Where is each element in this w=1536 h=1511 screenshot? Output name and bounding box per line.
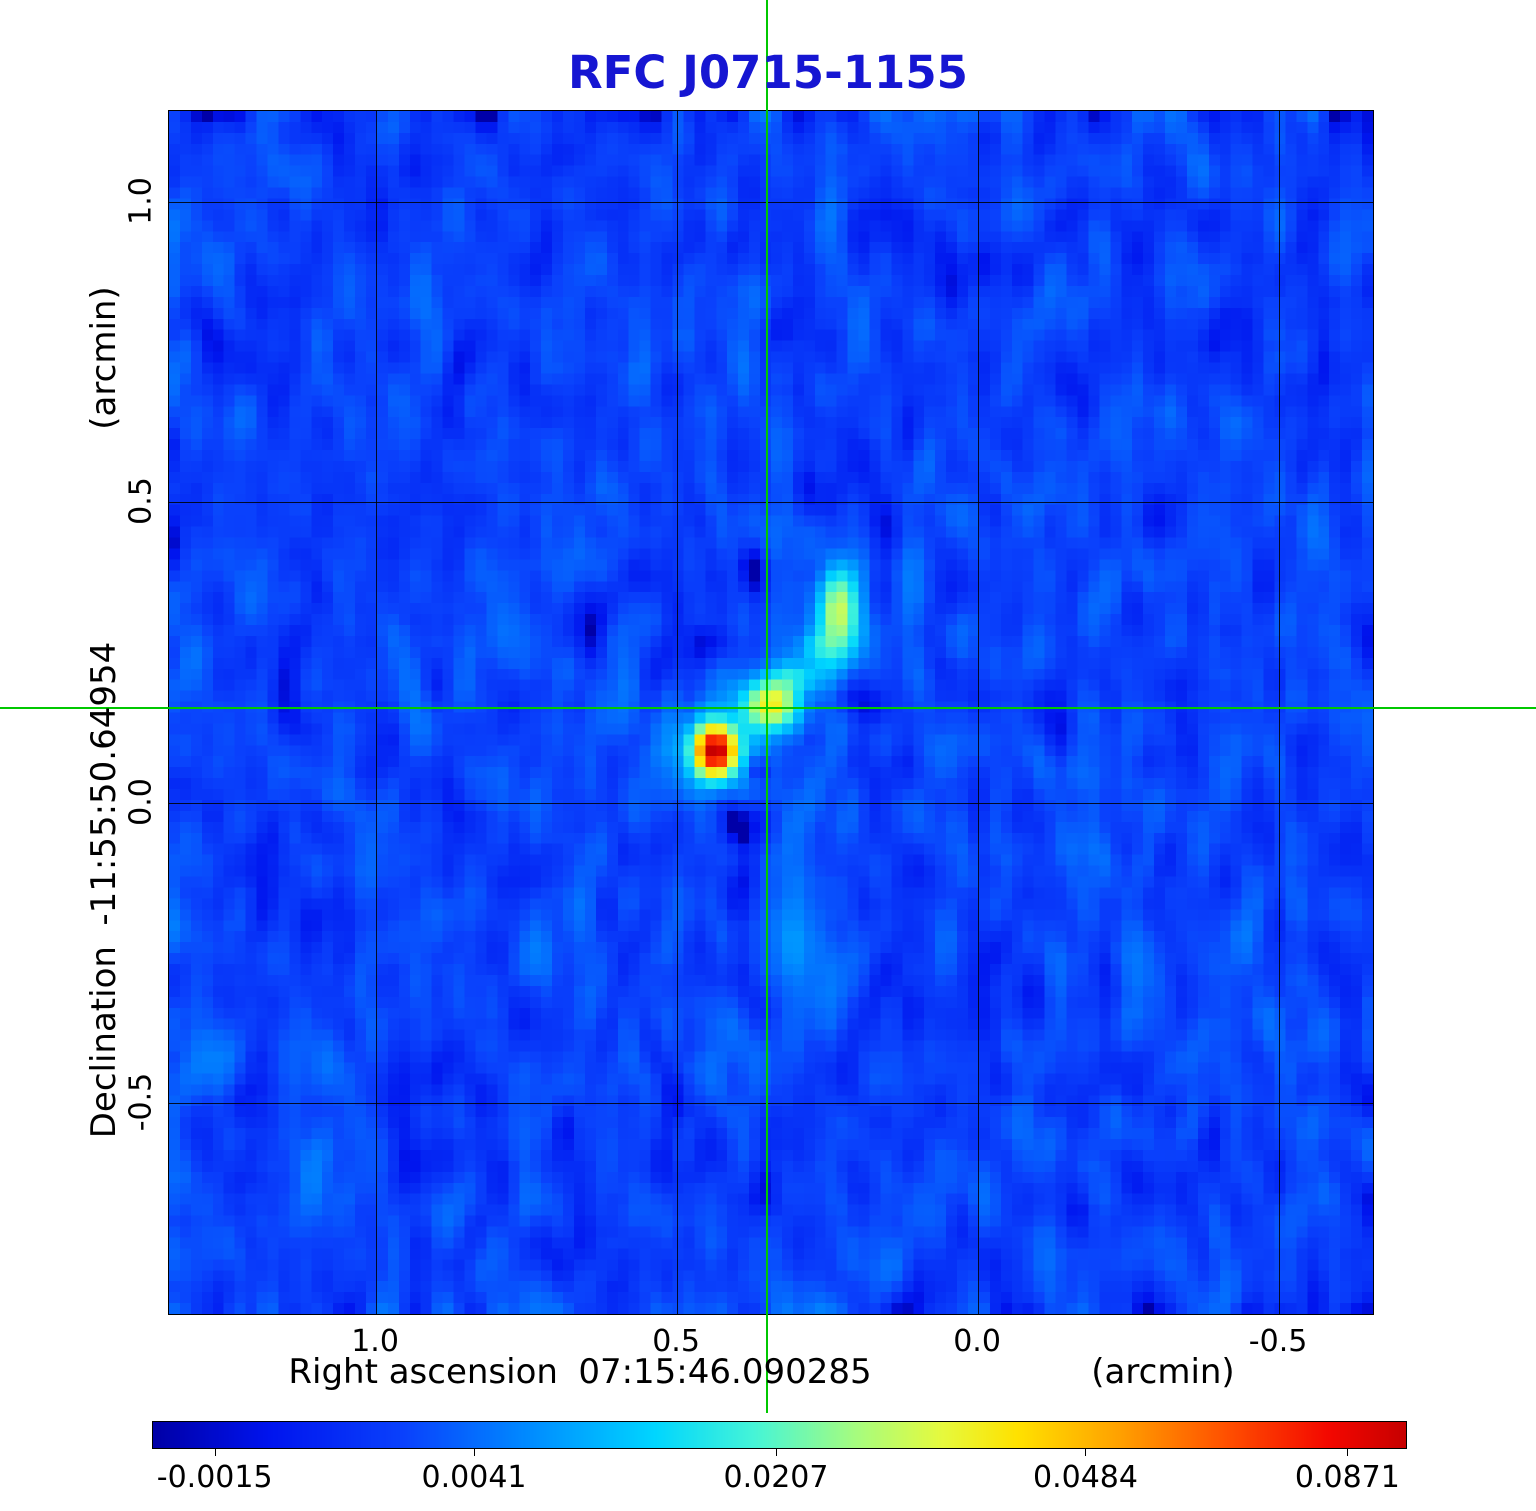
colorbar-tick (214, 1449, 216, 1456)
y-axis-unit-label: (arcmin) (84, 286, 124, 430)
y-axis-name: Declination (84, 946, 124, 1139)
colorbar-label: 0.0041 (421, 1460, 527, 1495)
intensity-map-canvas (169, 111, 1373, 1314)
x-axis-title: Right ascension 07:15:46.090285 (288, 1352, 871, 1392)
colorbar-tick (775, 1449, 777, 1456)
y-tick-label: -0.5 (123, 1072, 159, 1131)
colorbar-tick (1085, 1449, 1087, 1456)
colorbar-tick (474, 1449, 476, 1456)
x-tick-label: 0.5 (652, 1324, 700, 1359)
x-tick-label: -0.5 (1248, 1324, 1308, 1359)
x-axis-unit-label: (arcmin) (1091, 1352, 1235, 1392)
x-axis-coordinate: 07:15:46.090285 (578, 1352, 872, 1392)
x-axis-name: Right ascension (288, 1352, 558, 1392)
gridline-vertical (376, 111, 378, 1314)
gridline-vertical (1279, 111, 1281, 1314)
colorbar-canvas (153, 1422, 1406, 1448)
crosshair-horizontal-line (0, 707, 1536, 710)
crosshair-vertical-line (765, 0, 768, 1413)
plot-area (168, 110, 1374, 1315)
gridline-horizontal (169, 802, 1373, 804)
colorbar-label: 0.0871 (1294, 1460, 1400, 1495)
colorbar (152, 1421, 1407, 1449)
gridline-vertical (978, 111, 980, 1314)
gridline-vertical (677, 111, 679, 1314)
colorbar-label: -0.0015 (156, 1460, 273, 1495)
y-tick-label: 0.5 (123, 477, 159, 526)
plot-title: RFC J0715-1155 (568, 46, 968, 99)
x-tick-label: 1.0 (351, 1324, 399, 1359)
gridline-horizontal (169, 202, 1373, 204)
y-axis-title: Declination -11:55:50.64954 (84, 642, 124, 1139)
colorbar-label: 0.0484 (1032, 1460, 1138, 1495)
x-tick-label: 0.0 (953, 1324, 1001, 1359)
gridline-horizontal (169, 502, 1373, 504)
y-tick-label: 1.0 (123, 177, 159, 226)
y-tick-label: 0.0 (123, 777, 159, 826)
colorbar-tick (1347, 1449, 1349, 1456)
y-axis-coordinate: -11:55:50.64954 (84, 641, 124, 926)
colorbar-label: 0.0207 (723, 1460, 829, 1495)
gridline-horizontal (169, 1102, 1373, 1104)
